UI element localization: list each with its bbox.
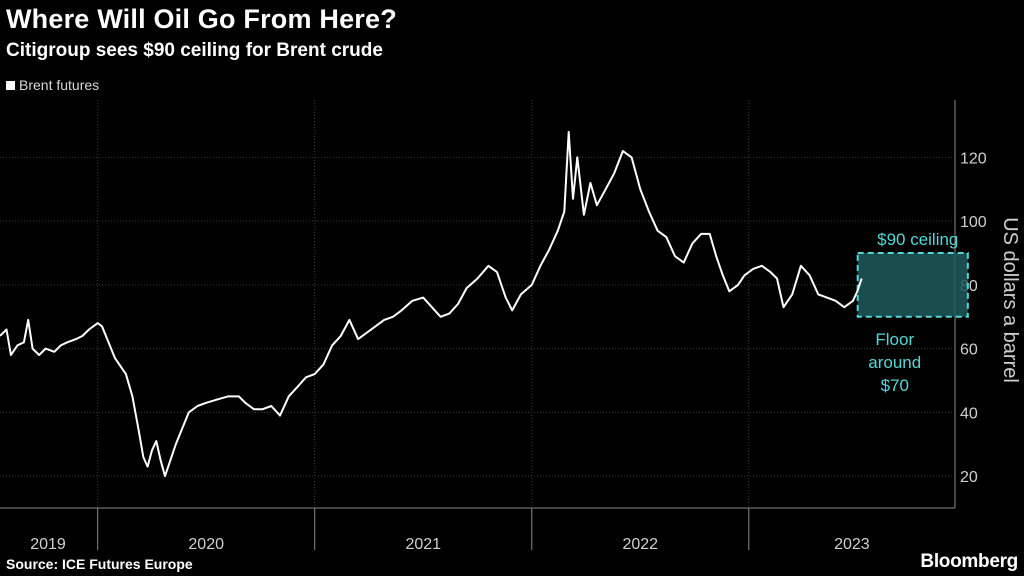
y-tick-label-100: 100	[960, 214, 987, 231]
annotation-box	[856, 252, 969, 318]
series-line-brent-futures	[0, 130, 863, 478]
bloomberg-logo: Bloomberg	[920, 551, 1018, 572]
chart-title: Where Will Oil Go From Here?	[6, 4, 397, 34]
source-note: Source: ICE Futures Europe	[6, 556, 193, 572]
annotation-floor-line2: around	[868, 353, 921, 372]
annotation-floor-line3: $70	[881, 376, 909, 395]
y-tick-label-20: 20	[960, 469, 978, 486]
chart-subtitle: Citigroup sees $90 ceiling for Brent cru…	[6, 40, 383, 61]
y-tick-label-40: 40	[960, 405, 978, 422]
annotation-floor-line1: Floor	[875, 330, 914, 349]
legend: Brent futures	[6, 77, 99, 93]
y-tick-label-60: 60	[960, 342, 978, 359]
x-year-label-2019: 2019	[30, 536, 66, 553]
x-year-label-2022: 2022	[622, 536, 658, 553]
y-tick-label-120: 120	[960, 150, 987, 167]
legend-swatch	[6, 80, 15, 90]
x-year-label-2021: 2021	[405, 536, 441, 553]
annotation-ceiling: $90 ceiling	[877, 230, 958, 249]
legend-label: Brent futures	[19, 77, 100, 93]
x-year-label-2023: 2023	[834, 536, 870, 553]
y-axis-title: US dollars a barrel	[999, 217, 1021, 383]
x-year-label-2020: 2020	[188, 536, 224, 553]
